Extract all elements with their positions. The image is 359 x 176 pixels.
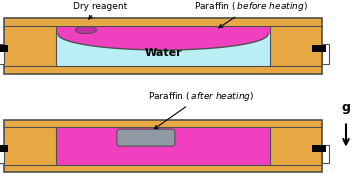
Text: Dry reagent: Dry reagent [73, 2, 128, 19]
Bar [4, 120, 322, 172]
Ellipse shape [75, 26, 97, 34]
Bar [56, 127, 270, 165]
Bar [322, 145, 329, 163]
Text: g: g [341, 101, 350, 114]
Bar [312, 45, 326, 52]
Bar [4, 66, 322, 74]
Bar [322, 44, 329, 64]
Text: Water: Water [144, 48, 182, 58]
Bar [0, 45, 8, 52]
Bar [0, 44, 4, 64]
Text: Paraffin ( $\mathit{after\ heating}$): Paraffin ( $\mathit{after\ heating}$) [148, 90, 254, 129]
Bar [4, 165, 322, 172]
Bar [0, 145, 4, 163]
Bar [56, 26, 270, 66]
Polygon shape [58, 34, 268, 50]
Bar [4, 18, 322, 26]
Bar [56, 26, 270, 34]
Bar [0, 145, 8, 152]
Bar [312, 145, 326, 152]
FancyBboxPatch shape [117, 129, 175, 146]
Text: Paraffin ( $\mathit{before\ heating}$): Paraffin ( $\mathit{before\ heating}$) [194, 0, 308, 28]
Bar [4, 26, 56, 66]
Bar [270, 127, 322, 165]
Bar [4, 127, 56, 165]
Bar [270, 26, 322, 66]
Bar [4, 120, 322, 127]
Bar [4, 18, 322, 74]
